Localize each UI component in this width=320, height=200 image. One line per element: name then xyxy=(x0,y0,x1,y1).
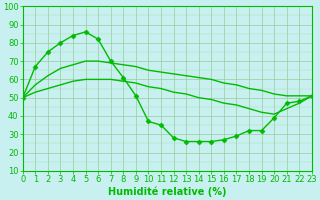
X-axis label: Humidité relative (%): Humidité relative (%) xyxy=(108,187,227,197)
